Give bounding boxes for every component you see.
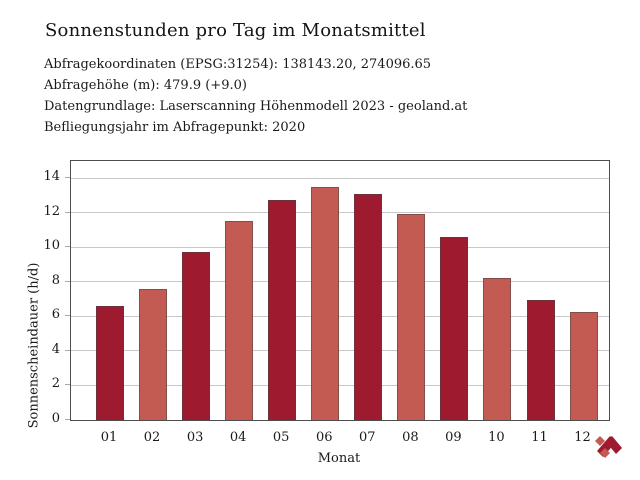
x-tick-label-09: 09 <box>445 430 462 445</box>
x-tick-label-10: 10 <box>488 430 505 445</box>
x-axis-title: Monat <box>317 451 361 466</box>
y-tick-mark-4 <box>65 349 70 351</box>
plot-area <box>70 160 610 421</box>
x-tick-label-04: 04 <box>229 430 247 445</box>
x-tick-label-06: 06 <box>315 430 333 445</box>
geoland-ribbon-logo <box>595 436 622 458</box>
x-tick-label-02: 02 <box>143 430 161 445</box>
meta-survey-year: Befliegungsjahr im Abfragepunkt: 2020 <box>44 120 306 135</box>
y-tick-label-8: 8 <box>51 272 60 288</box>
y-tick-label-6: 6 <box>51 307 60 323</box>
meta-coordinates: Abfragekoordinaten (EPSG:31254): 138143.… <box>44 57 432 72</box>
bar-month-11 <box>526 300 555 420</box>
meta-data-source: Datengrundlage: Laserscanning Höhenmodel… <box>44 99 468 114</box>
x-tick-label-01: 01 <box>100 430 118 445</box>
y-tick-mark-12 <box>65 211 70 213</box>
gridline-y-10 <box>71 246 609 248</box>
x-tick-label-11: 11 <box>531 430 548 445</box>
gridline-y-8 <box>71 281 609 283</box>
bar-month-03 <box>182 251 211 420</box>
y-axis-title: Sonnenscheindauer (h/d) <box>26 262 42 429</box>
y-tick-label-4: 4 <box>51 341 60 357</box>
sunshine-bar-chart: 0 2 4 6 8 10 12 14 01 02 03 04 05 06 07 08 09 10 11 12 Mona… <box>0 160 640 480</box>
x-tick-label-12: 12 <box>574 430 591 445</box>
y-tick-mark-2 <box>65 384 70 386</box>
page-title: Sonnenstunden pro Tag im Monatsmittel <box>45 20 426 41</box>
bar-month-06 <box>311 186 340 420</box>
bar-month-12 <box>569 312 598 420</box>
gridline-y-14 <box>71 177 609 179</box>
x-tick-label-05: 05 <box>272 430 290 445</box>
logo-ribbon-light-bottom-diamond <box>600 448 610 458</box>
gridline-y-4 <box>71 350 609 352</box>
bar-month-04 <box>225 220 254 420</box>
bar-month-07 <box>354 193 383 420</box>
bar-month-01 <box>96 306 124 420</box>
x-tick-label-07: 07 <box>359 430 376 445</box>
logo-ribbon-right-leg <box>606 436 622 454</box>
gridline-y-6 <box>71 315 609 317</box>
logo-ribbon-light-top-diamond <box>595 436 605 446</box>
y-tick-label-14: 14 <box>43 169 60 185</box>
x-tick-label-08: 08 <box>402 430 419 445</box>
y-tick-mark-6 <box>65 315 70 317</box>
y-tick-label-2: 2 <box>51 376 60 392</box>
bar-month-09 <box>440 236 469 420</box>
gridline-y-2 <box>71 384 609 386</box>
y-tick-label-12: 12 <box>43 203 60 219</box>
bar-month-10 <box>483 277 512 420</box>
y-tick-mark-0 <box>65 419 70 420</box>
y-tick-label-10: 10 <box>43 238 60 254</box>
gridline-y-12 <box>71 212 609 214</box>
y-tick-mark-8 <box>65 280 70 282</box>
y-tick-mark-14 <box>65 177 70 179</box>
bar-month-05 <box>268 199 297 420</box>
y-tick-label-0: 0 <box>51 411 60 426</box>
y-tick-mark-10 <box>65 246 70 248</box>
x-tick-label-03: 03 <box>186 430 204 445</box>
metadata-block: Abfragekoordinaten (EPSG:31254): 138143.… <box>44 54 467 138</box>
bar-month-02 <box>139 288 168 420</box>
bar-month-08 <box>397 213 426 420</box>
meta-elevation: Abfragehöhe (m): 479.9 (+9.0) <box>44 78 247 93</box>
